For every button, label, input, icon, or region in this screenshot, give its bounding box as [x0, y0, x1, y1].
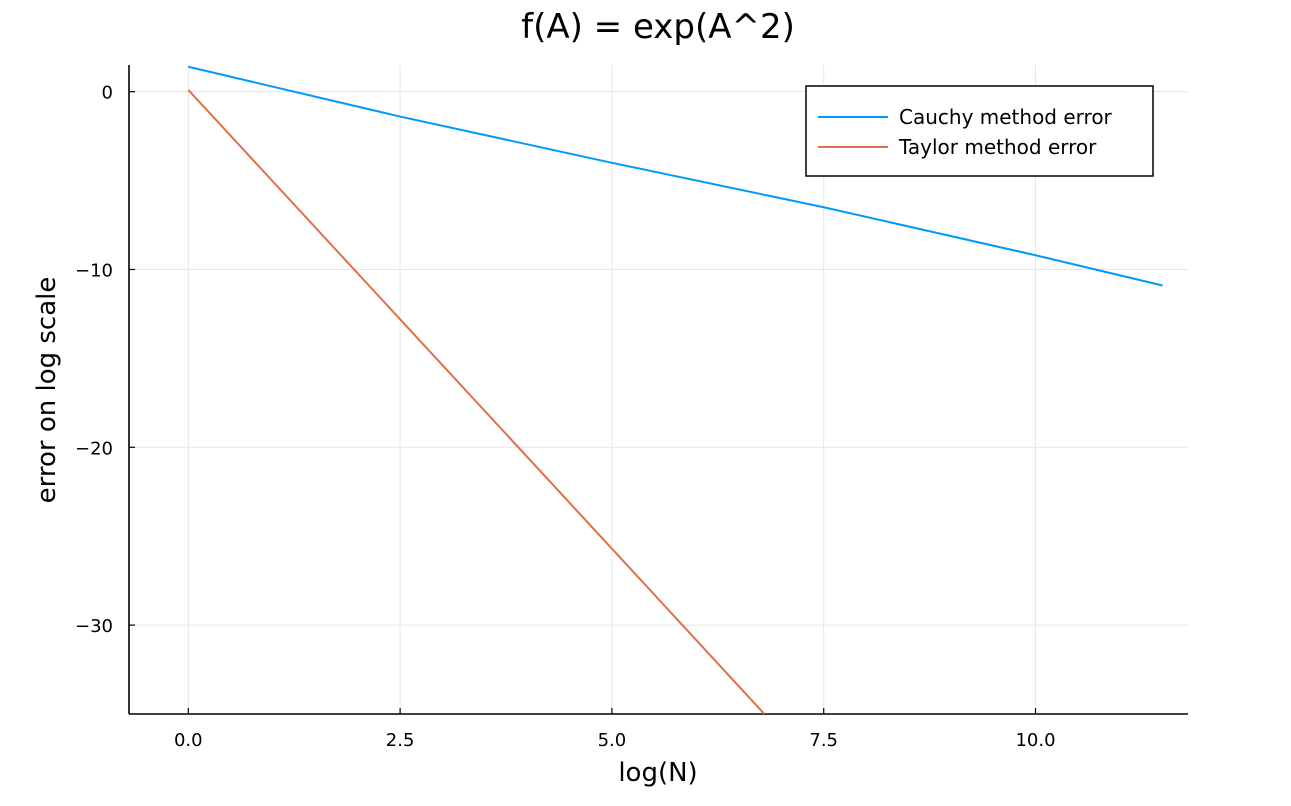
series-line-0 — [188, 65, 1163, 287]
grid — [129, 65, 1188, 714]
x-tick-label: 7.5 — [809, 730, 838, 751]
x-tick-label: 0.0 — [174, 730, 203, 751]
legend: Cauchy method error Taylor method error — [805, 85, 1154, 177]
x-axis-label: log(N) — [618, 758, 697, 788]
y-axis-label: error on log scale — [32, 277, 62, 504]
x-tick-label: 10.0 — [1015, 730, 1055, 751]
y-tick-label: −10 — [75, 260, 113, 281]
x-tick-label: 5.0 — [598, 730, 627, 751]
series — [187, 65, 1163, 714]
axes — [128, 65, 1188, 715]
x-tick-label: 2.5 — [386, 730, 415, 751]
y-tick-label: −30 — [75, 616, 113, 637]
chart-title: f(A) = exp(A^2) — [521, 7, 795, 47]
series-line-1 — [187, 89, 766, 714]
y-tick-label: 0 — [102, 83, 113, 104]
legend-label-taylor: Taylor method error — [898, 135, 1097, 159]
ticks: 0.0 2.5 5.0 7.5 10.0 0 −10 −20 −30 — [75, 83, 1056, 751]
legend-box — [805, 85, 1154, 177]
y-tick-label: −20 — [75, 438, 113, 459]
legend-label-cauchy: Cauchy method error — [899, 105, 1113, 129]
